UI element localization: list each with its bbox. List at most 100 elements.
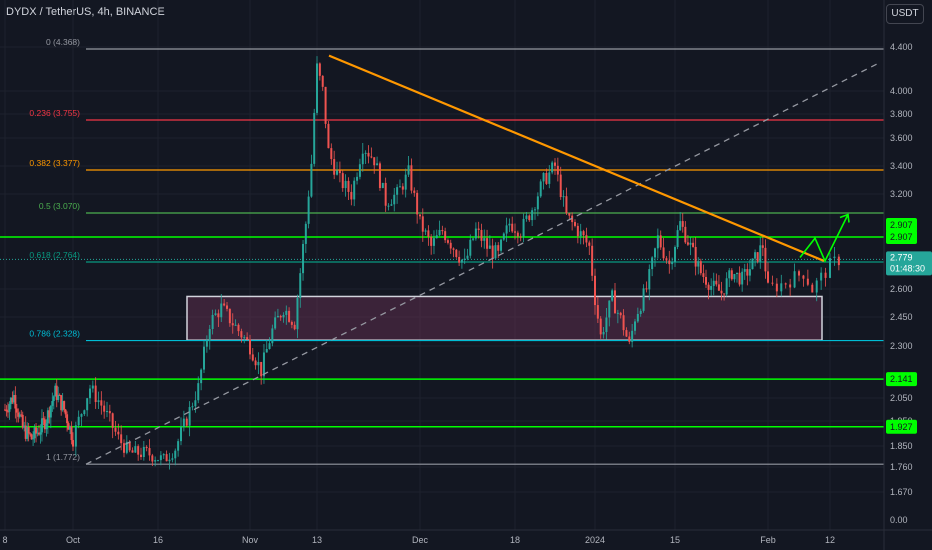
price-axis-tick-label: 4.400 <box>890 42 913 52</box>
fib-level-label: 0.382 (3.377) <box>29 158 80 168</box>
candle-body <box>396 187 399 195</box>
candle-body <box>631 330 634 342</box>
candle-body <box>125 441 128 453</box>
candle-body <box>134 446 137 453</box>
candle-body <box>180 427 182 442</box>
candle-body <box>168 459 171 462</box>
candle-body <box>820 272 823 281</box>
candle-body <box>234 324 237 326</box>
candle-body <box>516 232 519 237</box>
candle-body <box>738 272 741 285</box>
fib-level-label: 0.618 (2.764) <box>29 250 80 260</box>
time-axis-tick-label: Nov <box>242 535 259 545</box>
candle-body <box>72 440 74 447</box>
candle-body <box>438 229 441 236</box>
candle-body <box>30 434 33 440</box>
candle-body <box>260 361 263 377</box>
fib-level-label: 1 (1.772) <box>46 452 80 462</box>
candle-body <box>318 63 321 76</box>
candle-body <box>333 159 336 175</box>
candle-body <box>128 441 131 451</box>
candle-body <box>171 458 174 460</box>
candle-body <box>350 191 353 200</box>
candle-body <box>376 163 379 166</box>
candle-body <box>20 414 23 416</box>
price-axis-tick-label: 3.400 <box>890 161 913 171</box>
candle-body <box>622 315 625 331</box>
price-axis-tick-label: 1.760 <box>890 462 913 472</box>
current-price-value: 2.779 <box>890 252 913 262</box>
candle-body <box>100 400 103 406</box>
time-axis-tick-label: 18 <box>510 535 520 545</box>
projection-arrow-path <box>799 214 849 263</box>
price-axis-tick-label: 1.670 <box>890 487 913 497</box>
candle-body <box>730 270 733 280</box>
candle-body <box>97 400 100 403</box>
candle-body <box>605 317 608 333</box>
candle-body <box>736 272 738 275</box>
candle-body <box>665 258 668 261</box>
candle-body <box>364 152 367 154</box>
candle-body <box>302 243 305 274</box>
candle-body <box>254 360 257 366</box>
candle-body <box>174 450 177 459</box>
candle-body <box>452 248 455 250</box>
candle-body <box>188 407 191 426</box>
candle-body <box>4 409 6 411</box>
candle-body <box>806 278 809 285</box>
candle-body <box>262 352 265 377</box>
candle-body <box>679 221 682 231</box>
candles <box>4 56 840 470</box>
candle-body <box>681 221 684 227</box>
candle-body <box>32 438 35 440</box>
candle-body <box>725 278 728 295</box>
candle-body <box>642 288 645 311</box>
price-axis-tick-label: 2.050 <box>890 393 913 403</box>
candle-body <box>271 328 274 344</box>
candle-body <box>356 176 359 181</box>
candle-body <box>197 383 200 401</box>
candle-body <box>114 427 117 432</box>
candle-body <box>441 229 444 232</box>
candle-body <box>413 190 416 193</box>
candle-body <box>746 269 749 276</box>
price-axis-tick-label: 0.00 <box>890 515 908 525</box>
candle-body <box>824 272 827 278</box>
candle-body <box>539 181 542 197</box>
candle-body <box>497 245 500 251</box>
price-tag-level-text: 2.141 <box>890 374 913 384</box>
candle-body <box>48 410 51 418</box>
candle-body <box>49 405 52 418</box>
candle-body <box>554 162 556 166</box>
projection-arrow-head <box>839 213 850 223</box>
price-tag-level <box>886 230 917 244</box>
candle-body <box>651 257 654 270</box>
candle-body <box>106 411 108 413</box>
candle-body <box>702 273 705 277</box>
candle-body <box>798 271 800 276</box>
candle-body <box>491 245 494 259</box>
candle-body <box>205 340 208 347</box>
candle-body <box>616 312 619 314</box>
candle-body <box>761 245 764 248</box>
price-tag-upper-text: 2.907 <box>890 220 913 230</box>
price-tag-level-text: 2.907 <box>890 232 913 242</box>
candle-body <box>780 283 783 292</box>
candle-body <box>33 427 36 439</box>
currency-button[interactable]: USDT <box>886 4 924 24</box>
candle-body <box>717 284 720 291</box>
candle-body <box>103 405 106 412</box>
candle-body <box>720 290 723 294</box>
candle-body <box>58 394 61 396</box>
candle-body <box>381 182 384 189</box>
candle-body <box>182 418 185 428</box>
candle-body <box>69 426 72 430</box>
candle-body <box>217 313 220 318</box>
candle-body <box>594 275 596 306</box>
candle-body <box>282 314 285 318</box>
candle-body <box>21 414 24 428</box>
candle-body <box>12 395 15 403</box>
candle-body <box>432 238 435 246</box>
candle-body <box>274 317 277 329</box>
